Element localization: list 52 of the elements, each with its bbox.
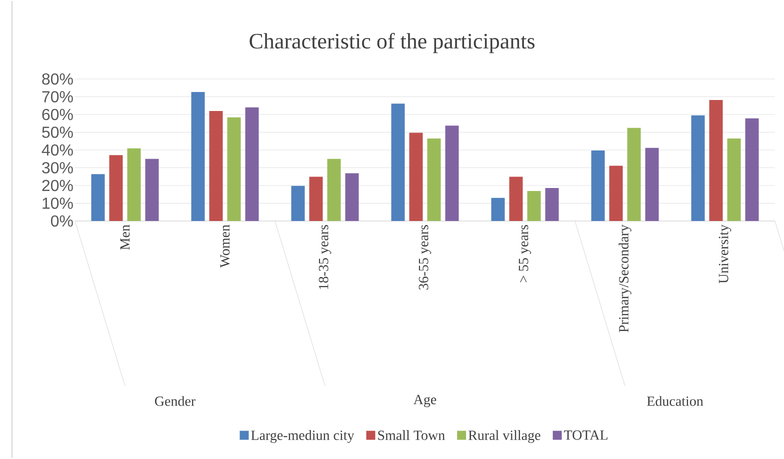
bar xyxy=(609,166,623,221)
y-tick-label: 30% xyxy=(42,162,73,174)
x-tick-label: Women xyxy=(220,224,230,268)
x-tick-label: > 55 years xyxy=(518,225,532,282)
bar xyxy=(627,128,641,221)
bar xyxy=(309,176,323,221)
x-tick-label: 36-55 years xyxy=(418,225,432,290)
legend-label: Small Town xyxy=(378,430,445,440)
legend-label: TOTAL xyxy=(564,430,608,440)
text: Age xyxy=(413,394,436,408)
y-tick-label: 10% xyxy=(42,198,73,209)
text: Education xyxy=(647,396,704,406)
bar xyxy=(191,92,205,221)
x-tick-label: Men xyxy=(120,224,130,250)
bar xyxy=(709,100,723,221)
bar xyxy=(345,173,359,221)
y-tick-label: 70% xyxy=(42,91,73,102)
bar xyxy=(727,138,741,221)
bar xyxy=(127,148,141,221)
bar xyxy=(209,110,223,221)
y-tick-label: 20% xyxy=(42,180,73,192)
bar xyxy=(409,132,423,221)
bar xyxy=(91,174,105,221)
bar xyxy=(109,155,123,221)
bar xyxy=(545,188,559,221)
bar xyxy=(227,117,241,221)
bar xyxy=(591,150,605,221)
x-tick-label: Primary/Secondary xyxy=(618,224,632,332)
bar xyxy=(527,191,541,221)
bar xyxy=(745,118,759,221)
bar xyxy=(291,186,305,221)
bar xyxy=(391,104,405,221)
bar xyxy=(445,126,459,221)
y-tick-label: 80% xyxy=(42,73,73,85)
chart-title: Characteristic of the participants xyxy=(250,32,535,54)
legend-label: Large-mediun city xyxy=(251,430,354,443)
text: Gender xyxy=(154,396,196,406)
y-tick-label: 40% xyxy=(42,144,73,156)
bar xyxy=(509,176,523,221)
bar xyxy=(327,158,341,221)
y-tick-label: 50% xyxy=(42,126,73,138)
y-tick-label: 60% xyxy=(42,108,73,120)
bar xyxy=(491,198,505,221)
bar xyxy=(645,148,659,221)
bar xyxy=(427,138,441,221)
x-tick-label: University xyxy=(718,224,732,284)
x-tick-label: 18-35 years xyxy=(318,225,332,289)
y-tick-label: 0% xyxy=(50,215,73,227)
bar xyxy=(245,107,259,221)
bar xyxy=(691,115,705,221)
bar xyxy=(145,158,159,221)
legend-label: Rural village xyxy=(468,430,540,443)
